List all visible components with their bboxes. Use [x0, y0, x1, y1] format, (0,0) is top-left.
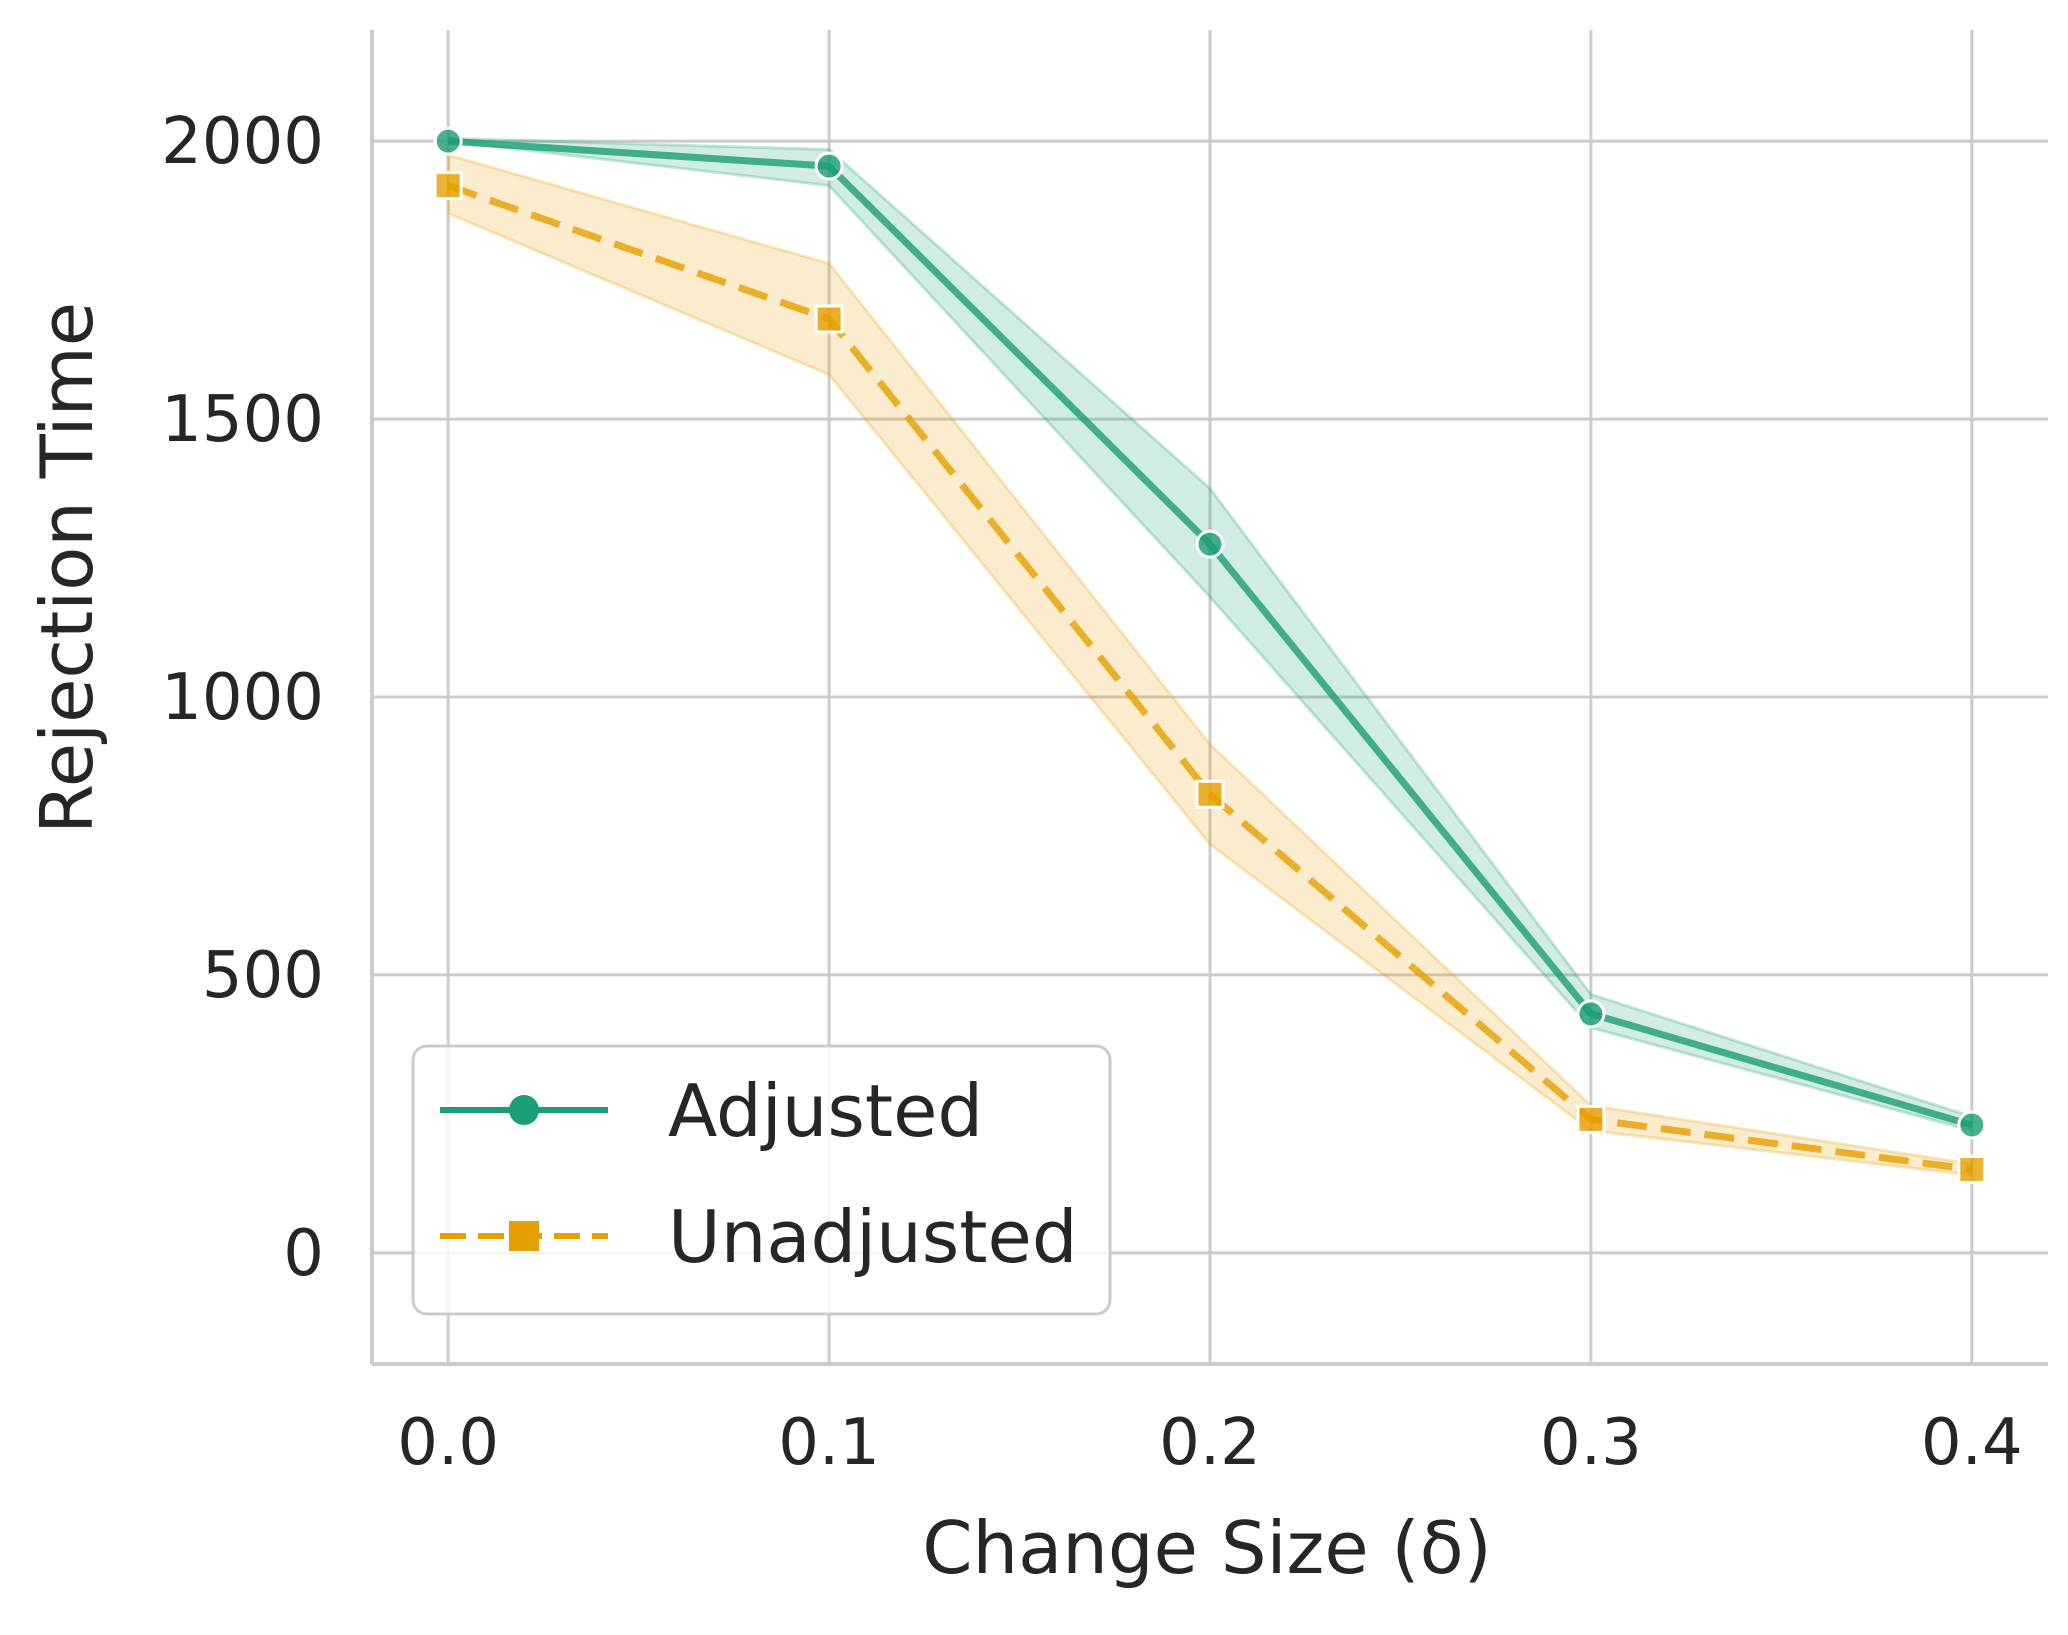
x-tick-label: 0.3: [1540, 1406, 1642, 1480]
series-markers: [433, 126, 1987, 1184]
adjusted-point: [1195, 529, 1225, 559]
x-tick-label: 0.2: [1159, 1406, 1261, 1480]
unadjusted-point: [1576, 1104, 1606, 1134]
legend: Adjusted Unadjusted: [411, 1044, 1112, 1316]
axes-spines: [370, 30, 2048, 1366]
adjusted-point: [1957, 1110, 1987, 1140]
adjusted-point: [814, 151, 844, 181]
y-axis-label: Rejection Time: [25, 302, 109, 834]
legend-unadjusted-label: Unadjusted: [668, 1195, 1078, 1279]
adjusted-point: [433, 126, 463, 156]
x-tick-label: 0.4: [1921, 1406, 2023, 1480]
tick-labels: 0.0 0.1 0.2 0.3 0.4 0 500 1000 1500 2000: [161, 105, 2023, 1480]
legend-unadjusted-marker: [509, 1221, 539, 1251]
legend-adjusted-marker: [509, 1095, 539, 1125]
y-tick-label: 0: [283, 1217, 324, 1291]
legend-entries: Adjusted Unadjusted: [440, 1069, 1078, 1279]
legend-adjusted-label: Adjusted: [668, 1069, 983, 1153]
unadjusted-point: [433, 171, 463, 201]
y-tick-label: 1500: [161, 383, 324, 457]
x-axis-label: Change Size (δ): [922, 1506, 1491, 1590]
y-tick-label: 2000: [161, 105, 324, 179]
x-tick-label: 0.1: [778, 1406, 880, 1480]
unadjusted-point: [1195, 779, 1225, 809]
y-tick-label: 500: [202, 939, 324, 1013]
unadjusted-point: [1957, 1154, 1987, 1184]
adjusted-point: [1576, 999, 1606, 1029]
x-tick-label: 0.0: [397, 1406, 499, 1480]
unadjusted-point: [814, 304, 844, 334]
y-tick-label: 1000: [161, 661, 324, 735]
